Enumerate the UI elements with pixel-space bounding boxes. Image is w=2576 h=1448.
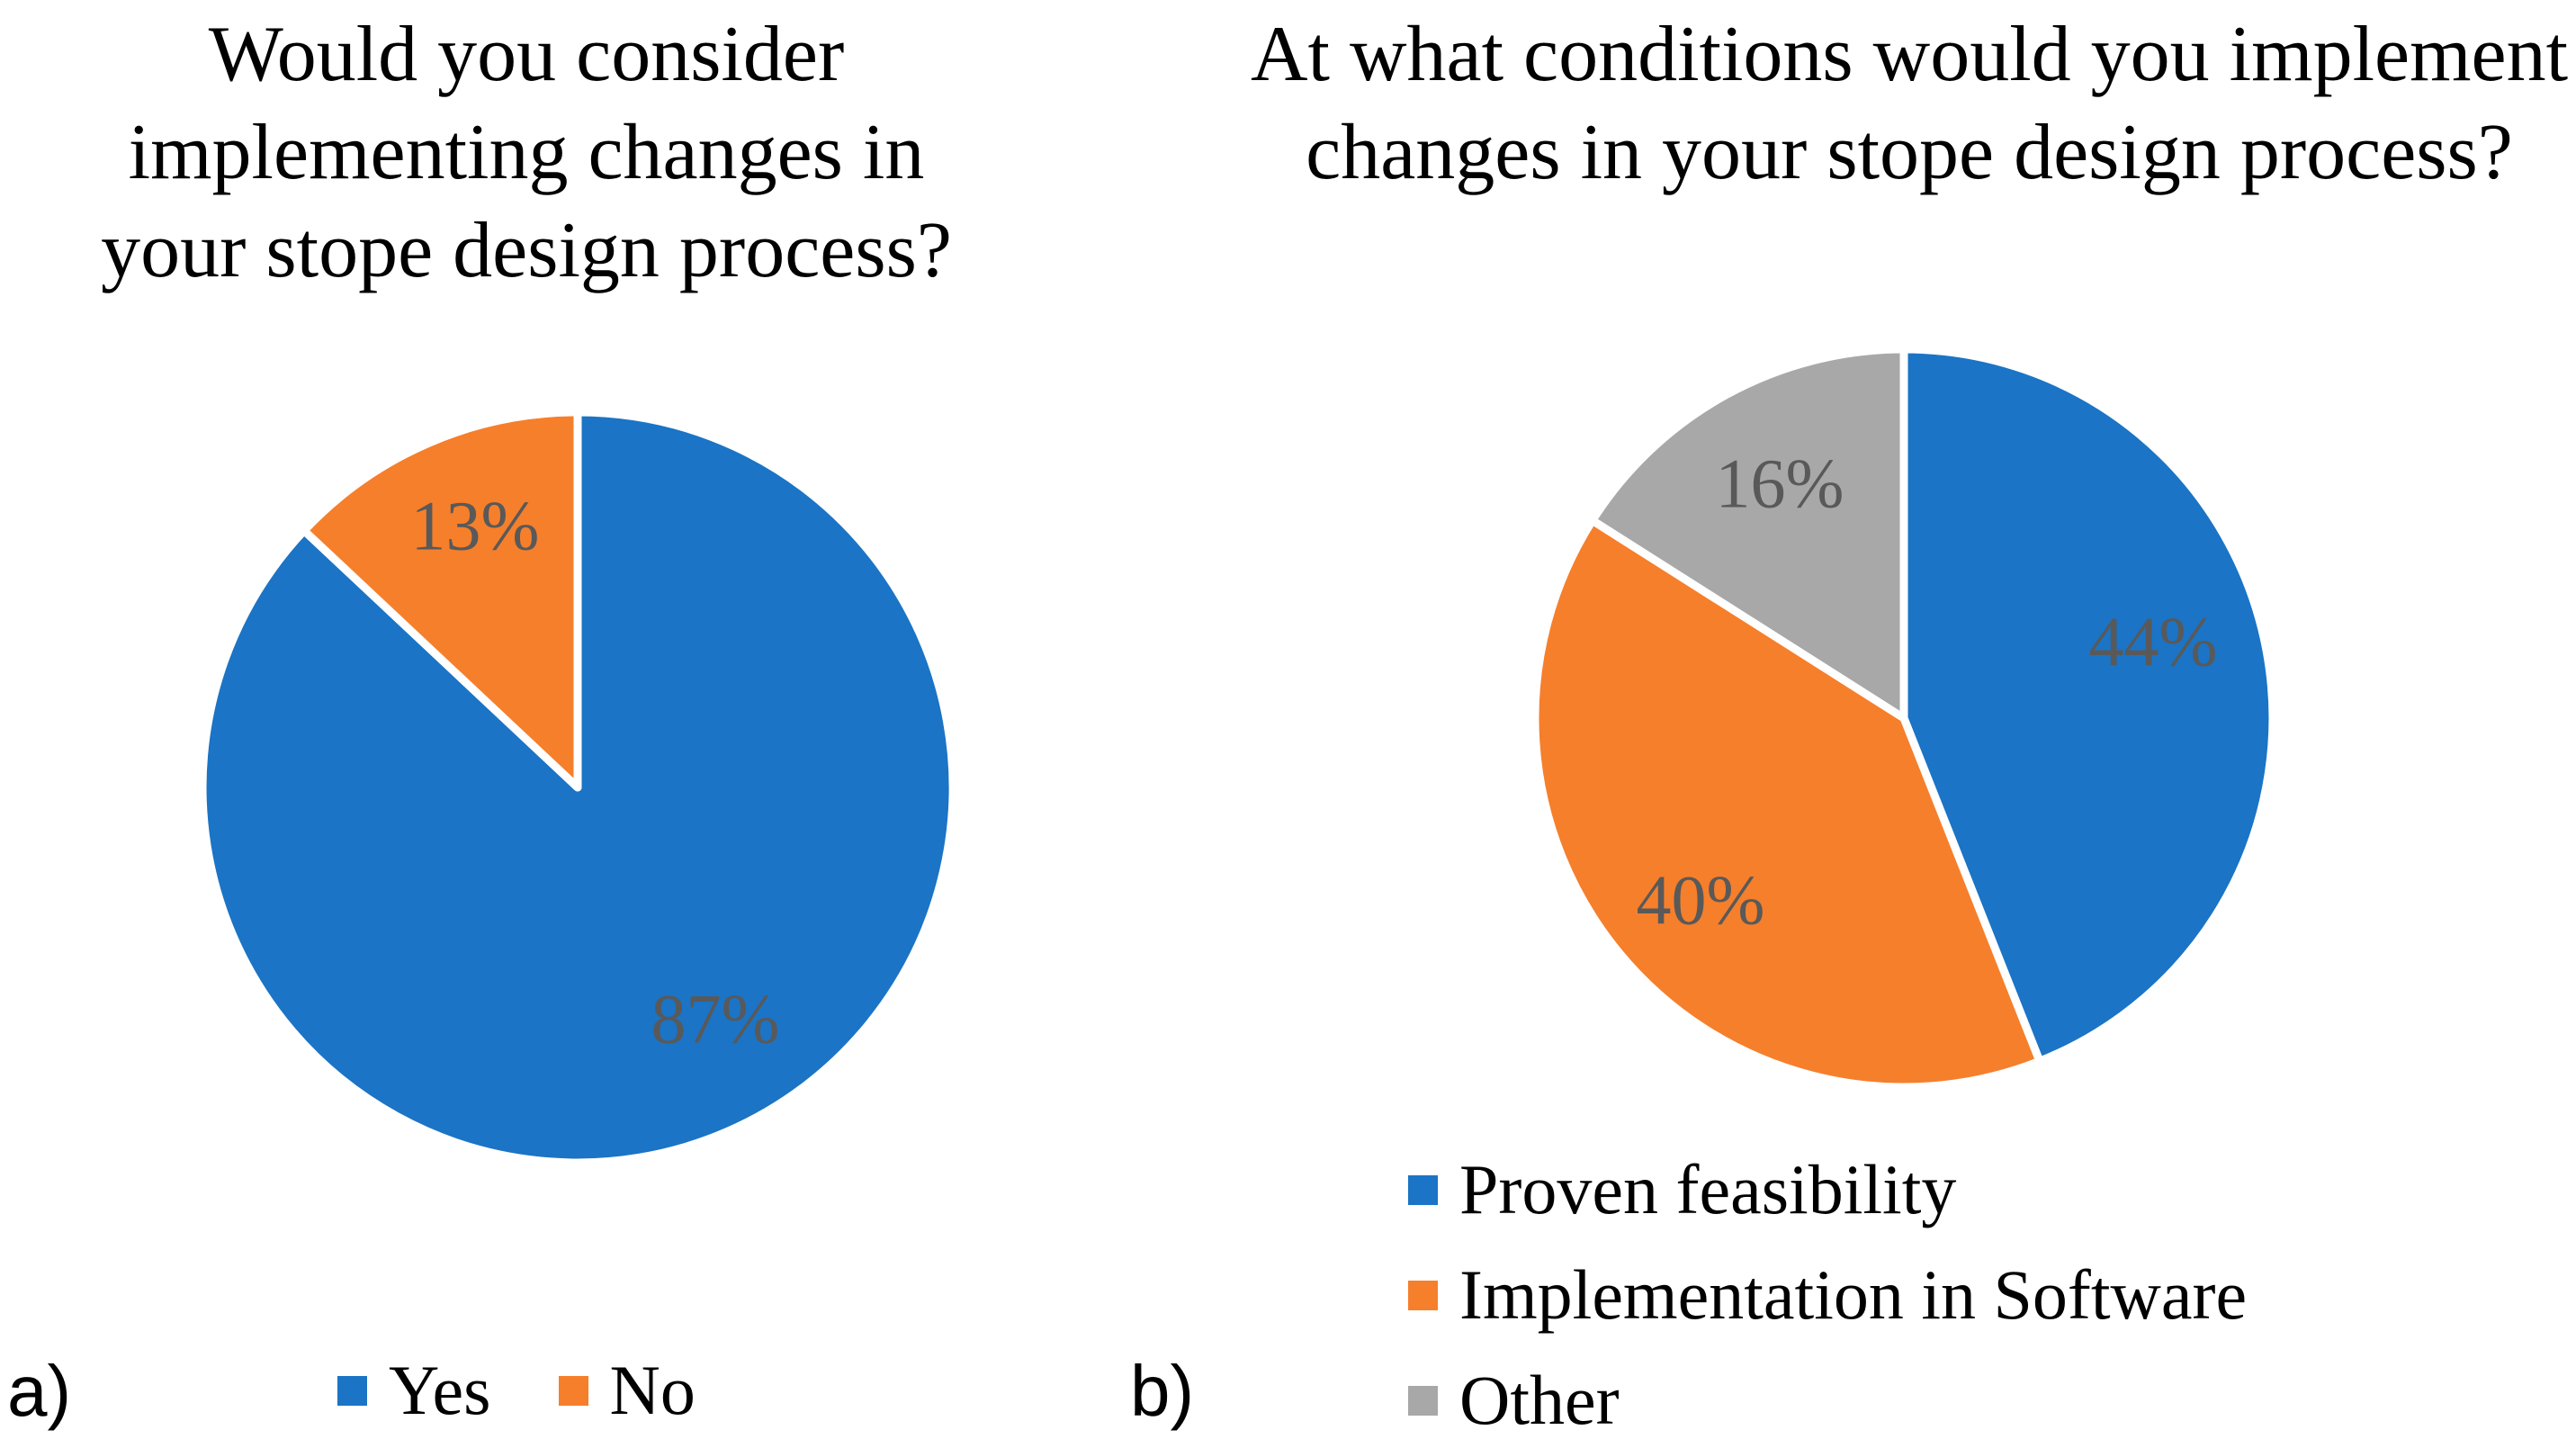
pie-b-slice-other bbox=[1588, 345, 1908, 723]
legend-b-item-implementation-in-software: Implementation in Software bbox=[1408, 1255, 2247, 1334]
legend-b-swatch-proven-feasibility bbox=[1408, 1174, 1438, 1205]
legend-b-swatch-other-rect bbox=[1408, 1385, 1438, 1416]
legend-b-label-proven-feasibility: Proven feasibility bbox=[1459, 1150, 1957, 1228]
panel-b-letter: b) bbox=[1130, 1351, 1195, 1431]
panel-a-title-line-1: Would you consider bbox=[208, 11, 845, 98]
pie-a-label-no: 13% bbox=[411, 487, 540, 565]
pie-chart-a: 87% 13% bbox=[198, 408, 957, 1167]
panel-a-letter: a) bbox=[7, 1351, 72, 1431]
pie-b-label-implementation-in-software: 40% bbox=[1637, 861, 1765, 940]
legend-b-label-other: Other bbox=[1459, 1361, 1620, 1439]
panel-b-title: At what conditions would you implement c… bbox=[1234, 5, 2576, 202]
legend-a-item-yes: Yes bbox=[337, 1351, 491, 1429]
pie-b-label-other: 16% bbox=[1716, 445, 1844, 523]
legend-b-swatch-implementation-in-software bbox=[1408, 1280, 1438, 1310]
legend-b-item-other: Other bbox=[1408, 1361, 1620, 1439]
legend-a-swatch-yes bbox=[337, 1375, 367, 1406]
pie-a-slice-no bbox=[300, 408, 582, 792]
legend-a-swatch-no bbox=[558, 1375, 588, 1406]
legend-a-label-no: No bbox=[609, 1351, 696, 1429]
pie-chart-b: 44% 40% 16% bbox=[1530, 345, 2277, 1092]
legend-b: Proven feasibility Implementation in Sof… bbox=[1408, 1150, 2247, 1439]
legend-b-swatch-implementation-in-software-rect bbox=[1408, 1280, 1438, 1310]
legend-b-label-implementation-in-software: Implementation in Software bbox=[1459, 1255, 2248, 1334]
legend-a: Yes No bbox=[337, 1351, 696, 1429]
legend-b-swatch-proven-feasibility-rect bbox=[1408, 1174, 1438, 1205]
panel-a-title: Would you consider implementing changes … bbox=[76, 5, 976, 300]
pie-b-label-proven-feasibility: 44% bbox=[2089, 603, 2218, 681]
legend-b-swatch-other bbox=[1408, 1385, 1438, 1416]
panel-a-title-line-2: implementing changes in bbox=[128, 109, 925, 196]
legend-a-swatch-yes-rect bbox=[337, 1375, 367, 1406]
legend-a-label-yes: Yes bbox=[389, 1351, 491, 1429]
pie-b-slice-proven-feasibility bbox=[1899, 345, 2277, 1066]
pie-b-slice-implementation-in-software bbox=[1530, 516, 2044, 1092]
panel-a-title-line-3: your stope design process? bbox=[101, 207, 952, 294]
legend-b-item-proven-feasibility: Proven feasibility bbox=[1408, 1150, 1956, 1228]
legend-a-swatch-no-rect bbox=[558, 1375, 588, 1406]
pie-a-label-yes: 87% bbox=[651, 980, 780, 1058]
panel-b-title-line-2: changes in your stope design process? bbox=[1306, 109, 2513, 196]
panel-b-title-line-1: At what conditions would you implement bbox=[1250, 11, 2569, 98]
legend-a-item-no: No bbox=[558, 1351, 696, 1429]
